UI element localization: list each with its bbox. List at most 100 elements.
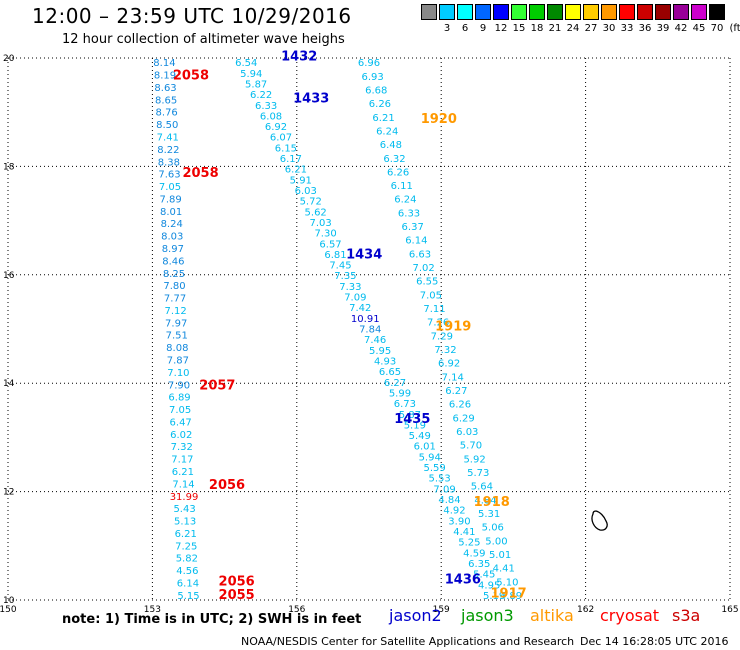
swh-value: 4.84	[474, 495, 496, 506]
swh-value: 4.89	[500, 591, 522, 602]
swh-value: 7.77	[164, 294, 186, 305]
swh-value: 5.99	[389, 388, 411, 399]
color-scale-label: 45	[692, 23, 706, 34]
swh-value: 5.87	[245, 79, 267, 90]
swh-value: 5.15	[177, 591, 199, 602]
x-tick-label: 159	[433, 605, 450, 615]
swh-value: 6.35	[468, 559, 490, 570]
swh-value: 7.17	[171, 455, 193, 466]
swh-value: 7.26	[427, 318, 449, 329]
swh-value: 5.19	[483, 591, 505, 602]
swh-value: 3.90	[448, 516, 470, 527]
swh-value: 5.70	[460, 441, 482, 452]
legend-s3a: s3a	[672, 606, 701, 625]
swh-value: 8.24	[161, 219, 183, 230]
swh-value: 8.01	[160, 207, 182, 218]
swh-value: 7.05	[169, 405, 191, 416]
swh-value: 7.12	[164, 306, 186, 317]
swh-value: 5.94	[240, 69, 262, 80]
swh-value: 7.02	[412, 263, 434, 274]
color-scale-swatch	[439, 4, 455, 20]
color-scale-label: 18	[530, 23, 544, 34]
color-scale-swatch	[475, 4, 491, 20]
pass-time-label: 1436	[445, 573, 481, 588]
swh-value: 7.10	[167, 368, 189, 379]
pass-time-label: 2056	[219, 574, 255, 589]
swh-value: 6.21	[372, 113, 394, 124]
color-scale-label: 21	[548, 23, 562, 34]
y-tick-label: 18	[3, 162, 15, 172]
swh-value: 6.93	[362, 72, 384, 83]
swh-value: 6.96	[358, 58, 380, 69]
swh-value: 7.11	[423, 304, 445, 315]
swh-value: 7.46	[364, 335, 386, 346]
swh-value: 6.07	[270, 133, 292, 144]
pass-time-label: 1435	[394, 412, 430, 427]
swh-value: 8.25	[163, 269, 185, 280]
swh-value: 6.21	[172, 467, 194, 478]
swh-value: 6.11	[391, 181, 413, 192]
swh-value: 5.25	[458, 538, 480, 549]
color-scale-label: 42	[674, 23, 688, 34]
color-scale-swatch	[691, 4, 707, 20]
y-tick-label: 10	[3, 596, 15, 606]
swh-value: 6.27	[445, 386, 467, 397]
pass-time-label: 1917	[490, 586, 526, 601]
pass-time-label: 2056	[209, 478, 245, 493]
swh-value: 6.73	[394, 399, 416, 410]
color-scale-swatch	[583, 4, 599, 20]
color-scale-label: 24	[566, 23, 580, 34]
swh-value: 6.14	[405, 236, 427, 247]
swh-value: 6.21	[285, 165, 307, 176]
swh-value: 8.50	[156, 120, 178, 131]
swh-value: 7.29	[431, 331, 453, 342]
swh-value: 5.87	[399, 410, 421, 421]
swh-value: 6.57	[319, 239, 341, 250]
color-scale-swatch	[673, 4, 689, 20]
swh-value: 7.03	[309, 218, 331, 229]
color-scale-swatch	[457, 4, 473, 20]
x-tick-label: 153	[144, 605, 161, 615]
swh-value: 6.14	[177, 579, 199, 590]
swh-value: 6.01	[414, 442, 436, 453]
color-scale-swatch	[547, 4, 563, 20]
swh-value: 7.35	[334, 271, 356, 282]
swh-value: 6.47	[170, 417, 192, 428]
swh-value: 6.48	[380, 140, 402, 151]
swh-value: 8.08	[166, 343, 188, 354]
swh-value: 5.92	[463, 454, 485, 465]
swh-value: 5.59	[424, 463, 446, 474]
swh-value: 7.32	[171, 442, 193, 453]
swh-value: 6.81	[324, 250, 346, 261]
swh-value: 5.13	[174, 517, 196, 528]
y-tick-label: 20	[3, 54, 15, 64]
pass-time-label: 2058	[173, 69, 209, 84]
color-scale-label: 9	[479, 23, 487, 34]
color-scale-label: 36	[638, 23, 652, 34]
swh-value: 5.94	[419, 452, 441, 463]
chart-subtitle: 12 hour collection of altimeter wave hei…	[62, 32, 345, 47]
swh-value: 5.64	[471, 482, 493, 493]
units-note: note: 1) Time is in UTC; 2) SWH is in fe…	[62, 612, 362, 627]
swh-value: 8.22	[157, 145, 179, 156]
color-scale-unit: (ft)	[729, 23, 740, 34]
chart-title: 12:00 – 23:59 UTC 10/29/2016	[32, 4, 352, 28]
color-scale-swatch	[511, 4, 527, 20]
swh-value: 6.92	[265, 122, 287, 133]
swh-value: 6.17	[280, 154, 302, 165]
swh-value: 4.41	[453, 527, 475, 538]
swh-value: 6.55	[416, 277, 438, 288]
swh-value: 7.97	[165, 318, 187, 329]
swh-value: 6.22	[250, 90, 272, 101]
color-scale-swatch	[565, 4, 581, 20]
color-scale-swatch	[619, 4, 635, 20]
swh-value: 8.97	[162, 244, 184, 255]
pass-time-label: 1918	[474, 495, 510, 510]
swh-value: 5.49	[409, 431, 431, 442]
legend-jason2: jason2	[389, 606, 442, 625]
swh-value: 8.38	[158, 157, 180, 168]
pass-time-label: 2055	[219, 588, 255, 603]
swh-value: 7.09	[433, 484, 455, 495]
x-tick-label: 165	[721, 605, 738, 615]
pass-time-label: 2058	[182, 166, 218, 181]
